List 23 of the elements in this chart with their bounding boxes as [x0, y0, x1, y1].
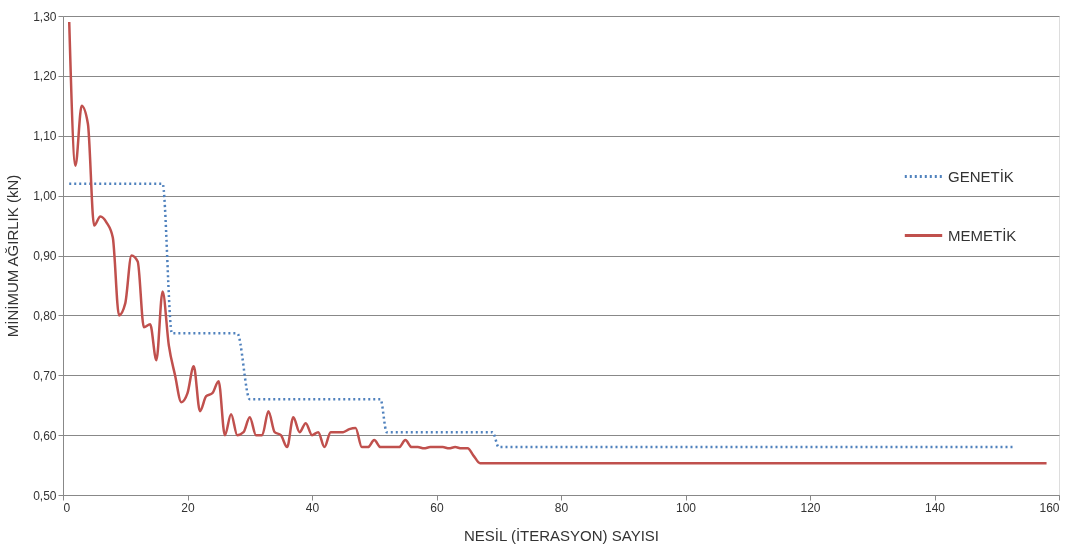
x-tick-label: 20 — [181, 500, 195, 515]
x-axis-title: NESİL (İTERASYON) SAYISI — [463, 526, 660, 544]
y-tick-label: 0,80 — [33, 308, 57, 323]
y-tick-label: 0,60 — [33, 428, 57, 443]
x-tick-label: 100 — [675, 500, 697, 515]
line-series — [67, 20, 1048, 465]
y-tick-label: 1,10 — [33, 129, 57, 144]
y-tick-label: 0,50 — [33, 488, 57, 503]
x-tick-label: 40 — [305, 500, 320, 515]
x-tick-label: 60 — [430, 500, 444, 515]
x-tick-label: 120 — [800, 500, 821, 515]
y-tick-label: 1,30 — [33, 9, 57, 24]
y-tick-label: 0,70 — [33, 368, 57, 383]
y-tick-label: 1,20 — [33, 69, 57, 84]
x-tick-label: 140 — [924, 500, 946, 515]
x-tick-label: 80 — [554, 500, 569, 515]
x-tick-label: 160 — [1039, 500, 1060, 515]
x-tick-label: 0 — [63, 500, 71, 515]
legend-label: GENETİK — [948, 167, 1014, 185]
y-axis-title: MİNİMUM AĞIRLIK (kN) — [4, 174, 22, 338]
y-tick-label: 0,90 — [33, 249, 57, 263]
y-tick-label: 1,00 — [33, 189, 57, 204]
legend-label: MEMETİK — [948, 226, 1017, 244]
